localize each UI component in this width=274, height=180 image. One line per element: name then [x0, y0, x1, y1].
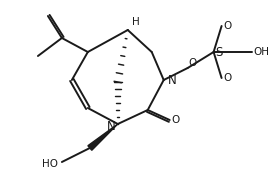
- Text: O: O: [189, 58, 197, 68]
- Text: O: O: [172, 115, 180, 125]
- Text: HO: HO: [42, 159, 58, 169]
- Text: O: O: [224, 21, 232, 31]
- Text: OH: OH: [253, 47, 270, 57]
- Text: H: H: [132, 17, 139, 27]
- Text: N: N: [107, 120, 116, 132]
- Polygon shape: [88, 124, 118, 150]
- Text: S: S: [216, 46, 223, 58]
- Text: N: N: [168, 73, 176, 87]
- Text: O: O: [224, 73, 232, 83]
